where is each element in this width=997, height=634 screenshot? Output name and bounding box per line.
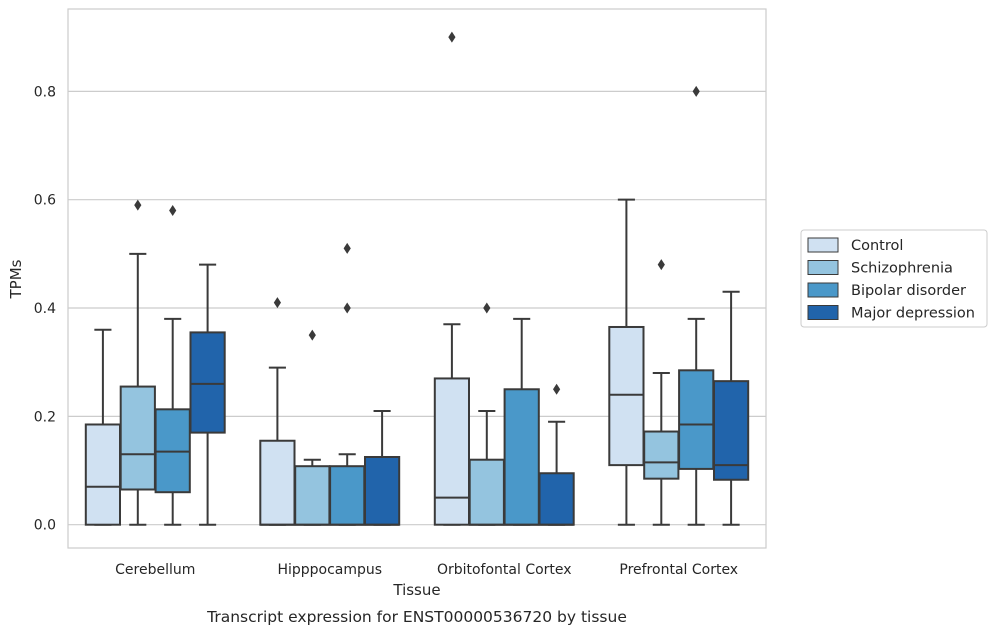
y-tick-label: 0.2 — [34, 409, 56, 425]
legend-frame — [800, 229, 988, 328]
legend-label: Bipolar disorder — [851, 283, 966, 299]
outlier-point — [343, 242, 351, 254]
box-schizophrenia — [119, 199, 156, 526]
legend-swatch — [807, 260, 839, 275]
box-iqr — [468, 458, 505, 526]
outlier-point — [448, 31, 456, 43]
box-major-depression — [712, 290, 750, 526]
box-bipolar-disorder — [329, 242, 366, 526]
box-iqr — [643, 430, 680, 480]
y-axis-label: TPMs — [7, 259, 25, 299]
outlier-point — [483, 302, 491, 314]
y-tick-label: 0.6 — [34, 193, 56, 209]
legend-swatch — [807, 237, 839, 253]
legend: Control Schizophrenia Bipolar disorder Majo… — [800, 229, 988, 328]
legend-label: Schizophrenia — [851, 261, 953, 277]
chart-caption: Transcript expression for ENST0000053672… — [206, 608, 627, 626]
box-bipolar-disorder — [154, 205, 191, 526]
box-iqr — [433, 377, 471, 526]
outlier-point — [657, 259, 665, 271]
box-iqr — [189, 331, 226, 434]
legend-label: Major depression — [851, 306, 975, 322]
box-control — [608, 198, 645, 526]
box-iqr — [329, 465, 366, 526]
box-schizophrenia — [643, 259, 680, 526]
x-axis-label: Tissue — [392, 581, 440, 599]
box-iqr — [678, 369, 715, 470]
box-major-depression — [363, 409, 401, 526]
outlier-point — [134, 199, 142, 211]
box-iqr — [294, 465, 331, 526]
x-axis-ticks: Cerebellum Hipppocampus Orbitofontal Corte… — [115, 562, 738, 578]
outlier-point — [692, 85, 700, 97]
box-iqr — [119, 385, 156, 491]
x-tick-label: Prefrontal Cortex — [619, 562, 738, 578]
box-iqr — [363, 455, 401, 526]
box-major-depression — [189, 263, 226, 526]
outlier-point — [308, 329, 316, 341]
y-tick-label: 0.8 — [34, 84, 56, 100]
x-tick-label: Cerebellum — [115, 562, 195, 578]
box-major-depression — [538, 383, 575, 526]
y-axis-ticks: 0.0 0.2 0.4 0.6 0.8 — [34, 84, 56, 533]
box-iqr — [608, 325, 645, 467]
box-control — [433, 31, 471, 526]
box-iqr — [259, 439, 296, 526]
plot-frame — [67, 8, 767, 549]
box-iqr — [538, 472, 575, 526]
y-tick-label: 0.4 — [34, 301, 56, 317]
outlier-point — [343, 302, 351, 314]
legend-swatch — [807, 282, 839, 298]
box-control — [259, 297, 296, 526]
box-iqr — [503, 388, 540, 526]
box-iqr — [712, 380, 750, 481]
outlier-point — [553, 383, 561, 395]
legend-label: Control — [851, 238, 903, 254]
x-tick-label: Hipppocampus — [277, 562, 382, 578]
x-tick-label: Orbitofontal Cortex — [437, 562, 572, 578]
box-schizophrenia — [294, 329, 331, 526]
y-tick-label: 0.0 — [34, 518, 56, 534]
box-iqr — [84, 423, 122, 526]
box-schizophrenia — [468, 302, 505, 526]
box-groups — [84, 31, 750, 526]
legend-swatch — [807, 305, 839, 320]
box-bipolar-disorder — [503, 317, 540, 526]
outlier-point — [273, 297, 281, 309]
outlier-point — [169, 205, 177, 217]
box-control — [84, 328, 122, 526]
box-bipolar-disorder — [678, 85, 715, 526]
